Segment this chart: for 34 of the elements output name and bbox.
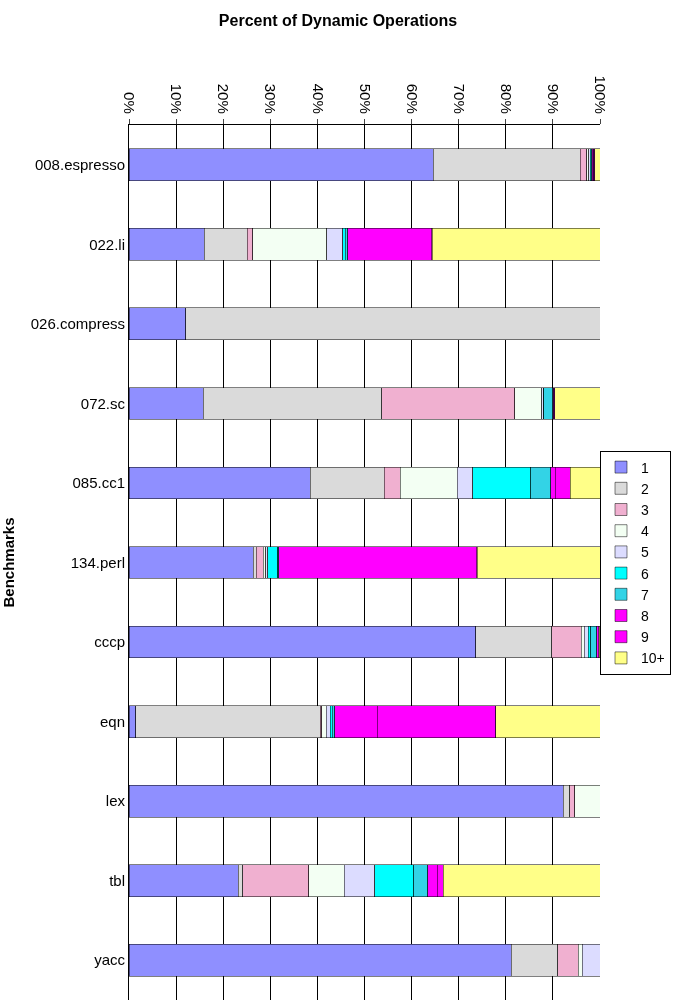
- x-tick-label: 20%: [215, 83, 233, 114]
- legend-label: 6: [641, 565, 649, 582]
- x-tick-label: 80%: [497, 83, 515, 114]
- y-tick-label: 072.sc: [80, 394, 126, 412]
- y-tick-label: cccp: [94, 633, 125, 651]
- legend-label: 7: [641, 586, 649, 603]
- y-tick-label: 008.espresso: [34, 156, 125, 174]
- y-tick-label: 085.cc1: [72, 474, 125, 492]
- y-tick-label: tbl: [109, 871, 125, 889]
- y-tick-label: lex: [105, 792, 126, 810]
- legend-label: 1: [641, 459, 649, 476]
- y-tick-label: eqn: [99, 712, 125, 730]
- legend-label: 4: [641, 523, 649, 540]
- x-tick-label: 60%: [403, 83, 421, 114]
- x-tick-label: 90%: [545, 83, 563, 114]
- x-tick-label: 70%: [450, 83, 468, 114]
- legend-label: 3: [641, 501, 649, 518]
- y-tick-label: 134.perl: [70, 553, 125, 571]
- x-tick-label: 50%: [356, 83, 374, 114]
- x-tick-label: 30%: [262, 83, 280, 114]
- legend-label: 9: [641, 629, 649, 646]
- chart-title: Percent of Dynamic Operations: [218, 12, 458, 30]
- y-tick-label: yacc: [94, 951, 126, 969]
- legend-label: 10+: [641, 650, 665, 667]
- y-axis-title: Benchmarks: [0, 517, 17, 608]
- x-tick-label: 10%: [168, 83, 186, 114]
- x-tick-label: 100%: [592, 75, 610, 114]
- legend-label: 8: [641, 607, 649, 624]
- y-tick-label: 026.compress: [30, 315, 125, 333]
- x-tick-label: 0%: [121, 92, 139, 114]
- legend-label: 2: [641, 480, 649, 497]
- y-tick-label: 022.li: [89, 235, 125, 253]
- legend-label: 5: [641, 544, 649, 561]
- x-tick-label: 40%: [309, 83, 327, 114]
